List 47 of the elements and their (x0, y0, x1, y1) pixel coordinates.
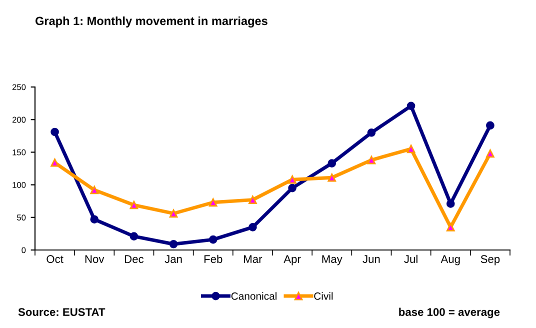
point (328, 159, 336, 168)
x-tick-label: Mar (244, 255, 262, 264)
x-tick-label: Apr (284, 255, 301, 266)
legend-label: Canonical (231, 292, 276, 300)
y-tick-label: 100 (12, 182, 26, 188)
point (367, 156, 376, 164)
point (169, 209, 178, 218)
point (367, 128, 376, 137)
x-tick-label: Sep (480, 255, 500, 266)
x-tick-label: Dec (124, 255, 144, 264)
point (446, 223, 455, 232)
point (486, 121, 494, 130)
point (208, 198, 218, 207)
point (248, 196, 257, 204)
point (406, 102, 416, 110)
y-tick-label: 200 (12, 116, 26, 123)
point (486, 149, 494, 158)
y-tick-label: 50 (17, 214, 26, 220)
source-note: Source: EUSTAT (18, 308, 106, 316)
point (130, 232, 138, 240)
point (169, 240, 178, 248)
y-tick-label: 0 (22, 247, 26, 254)
point (288, 184, 296, 192)
x-tick-label: Jul (404, 254, 418, 264)
point (446, 200, 455, 208)
text: base 100 = average (399, 308, 500, 318)
chart-title: Graph 1: Monthly movement in marriages (35, 16, 268, 28)
point (288, 175, 296, 184)
point (130, 200, 138, 210)
x-tick-label: Jan (164, 255, 182, 264)
point (50, 158, 59, 167)
x-tick-label: Jun (362, 255, 380, 264)
y-tick-label: 250 (12, 84, 26, 90)
point (208, 235, 218, 244)
x-tick-label: May (322, 255, 342, 266)
point (248, 223, 257, 232)
point (50, 128, 59, 136)
point (328, 173, 336, 182)
x-tick-label: Oct (46, 255, 64, 264)
point (90, 186, 99, 194)
x-tick-label: Nov (85, 255, 104, 264)
point (90, 215, 99, 224)
legend-label: Civil (314, 292, 333, 300)
x-tick-label: Feb (204, 254, 222, 264)
y-tick-label: 150 (12, 149, 26, 156)
point (406, 144, 416, 154)
x-tick-label: Aug (440, 255, 460, 266)
